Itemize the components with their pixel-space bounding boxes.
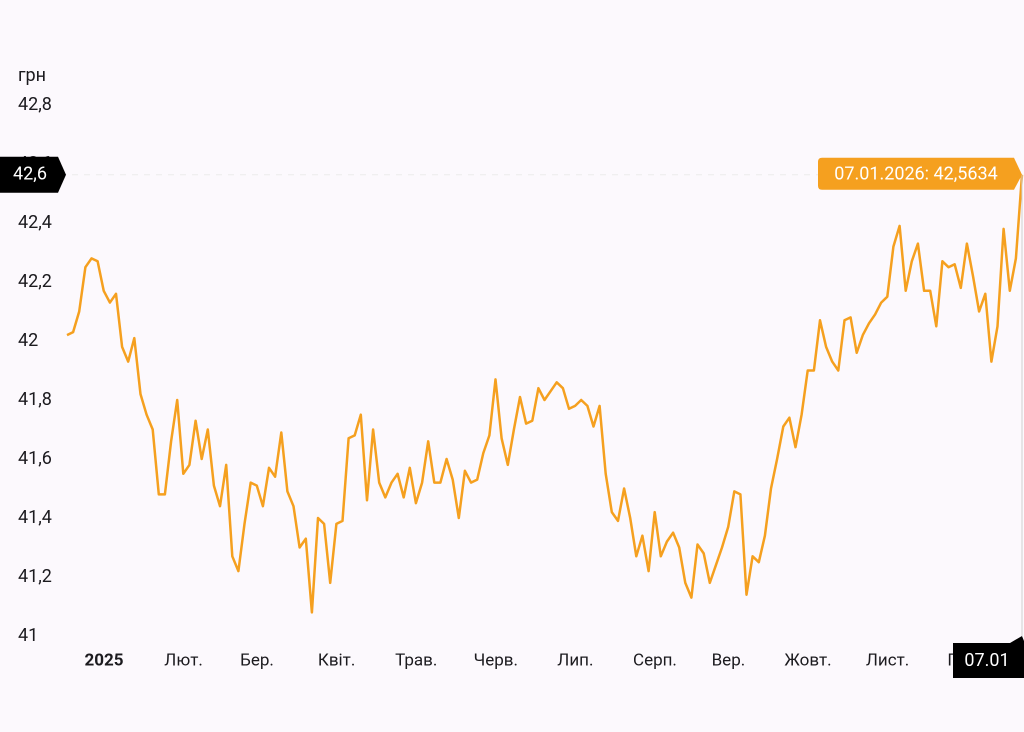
line xyxy=(66,174,1024,614)
x-tick-label: Серп. xyxy=(633,650,677,670)
x-tick-label: Бер. xyxy=(240,650,274,670)
x-tick-label: Трав. xyxy=(395,650,437,670)
y-tick-label: 41,2 xyxy=(18,566,52,587)
x-tick-label: Вер. xyxy=(712,650,746,670)
y-tick-label: 41,6 xyxy=(18,448,52,469)
crosshair-x-box xyxy=(953,636,1024,678)
x-tick-label: Квіт. xyxy=(318,650,355,670)
x-tick-label: Лют. xyxy=(164,650,203,670)
y-tick-label: 42,2 xyxy=(18,271,52,292)
y-tick-label: 42,8 xyxy=(18,94,52,115)
crosshair-y-label: 42,6 xyxy=(13,164,47,185)
x-tick-label: Черв. xyxy=(474,650,518,670)
tooltip-box xyxy=(818,157,1022,190)
x-tick-label: 2025 xyxy=(84,650,123,670)
y-tick-label: 41 xyxy=(18,625,38,646)
x-tick-label: Лист. xyxy=(866,650,909,670)
x-tick-label: Лип. xyxy=(557,650,593,670)
y-tick-label: 42,4 xyxy=(18,212,52,233)
y-tick-label: 41,8 xyxy=(18,389,52,410)
tooltip-text: 07.01.2026: 42,5634 xyxy=(834,164,998,185)
crosshair-x-label: 07.01 xyxy=(964,650,1009,671)
x-tick-label: Жовт. xyxy=(784,650,831,670)
crosshair-y-box xyxy=(0,156,66,193)
y-tick-label: 41,4 xyxy=(18,507,52,528)
y-axis-unit: грн xyxy=(18,65,46,86)
y-tick-label: 42 xyxy=(18,330,38,351)
